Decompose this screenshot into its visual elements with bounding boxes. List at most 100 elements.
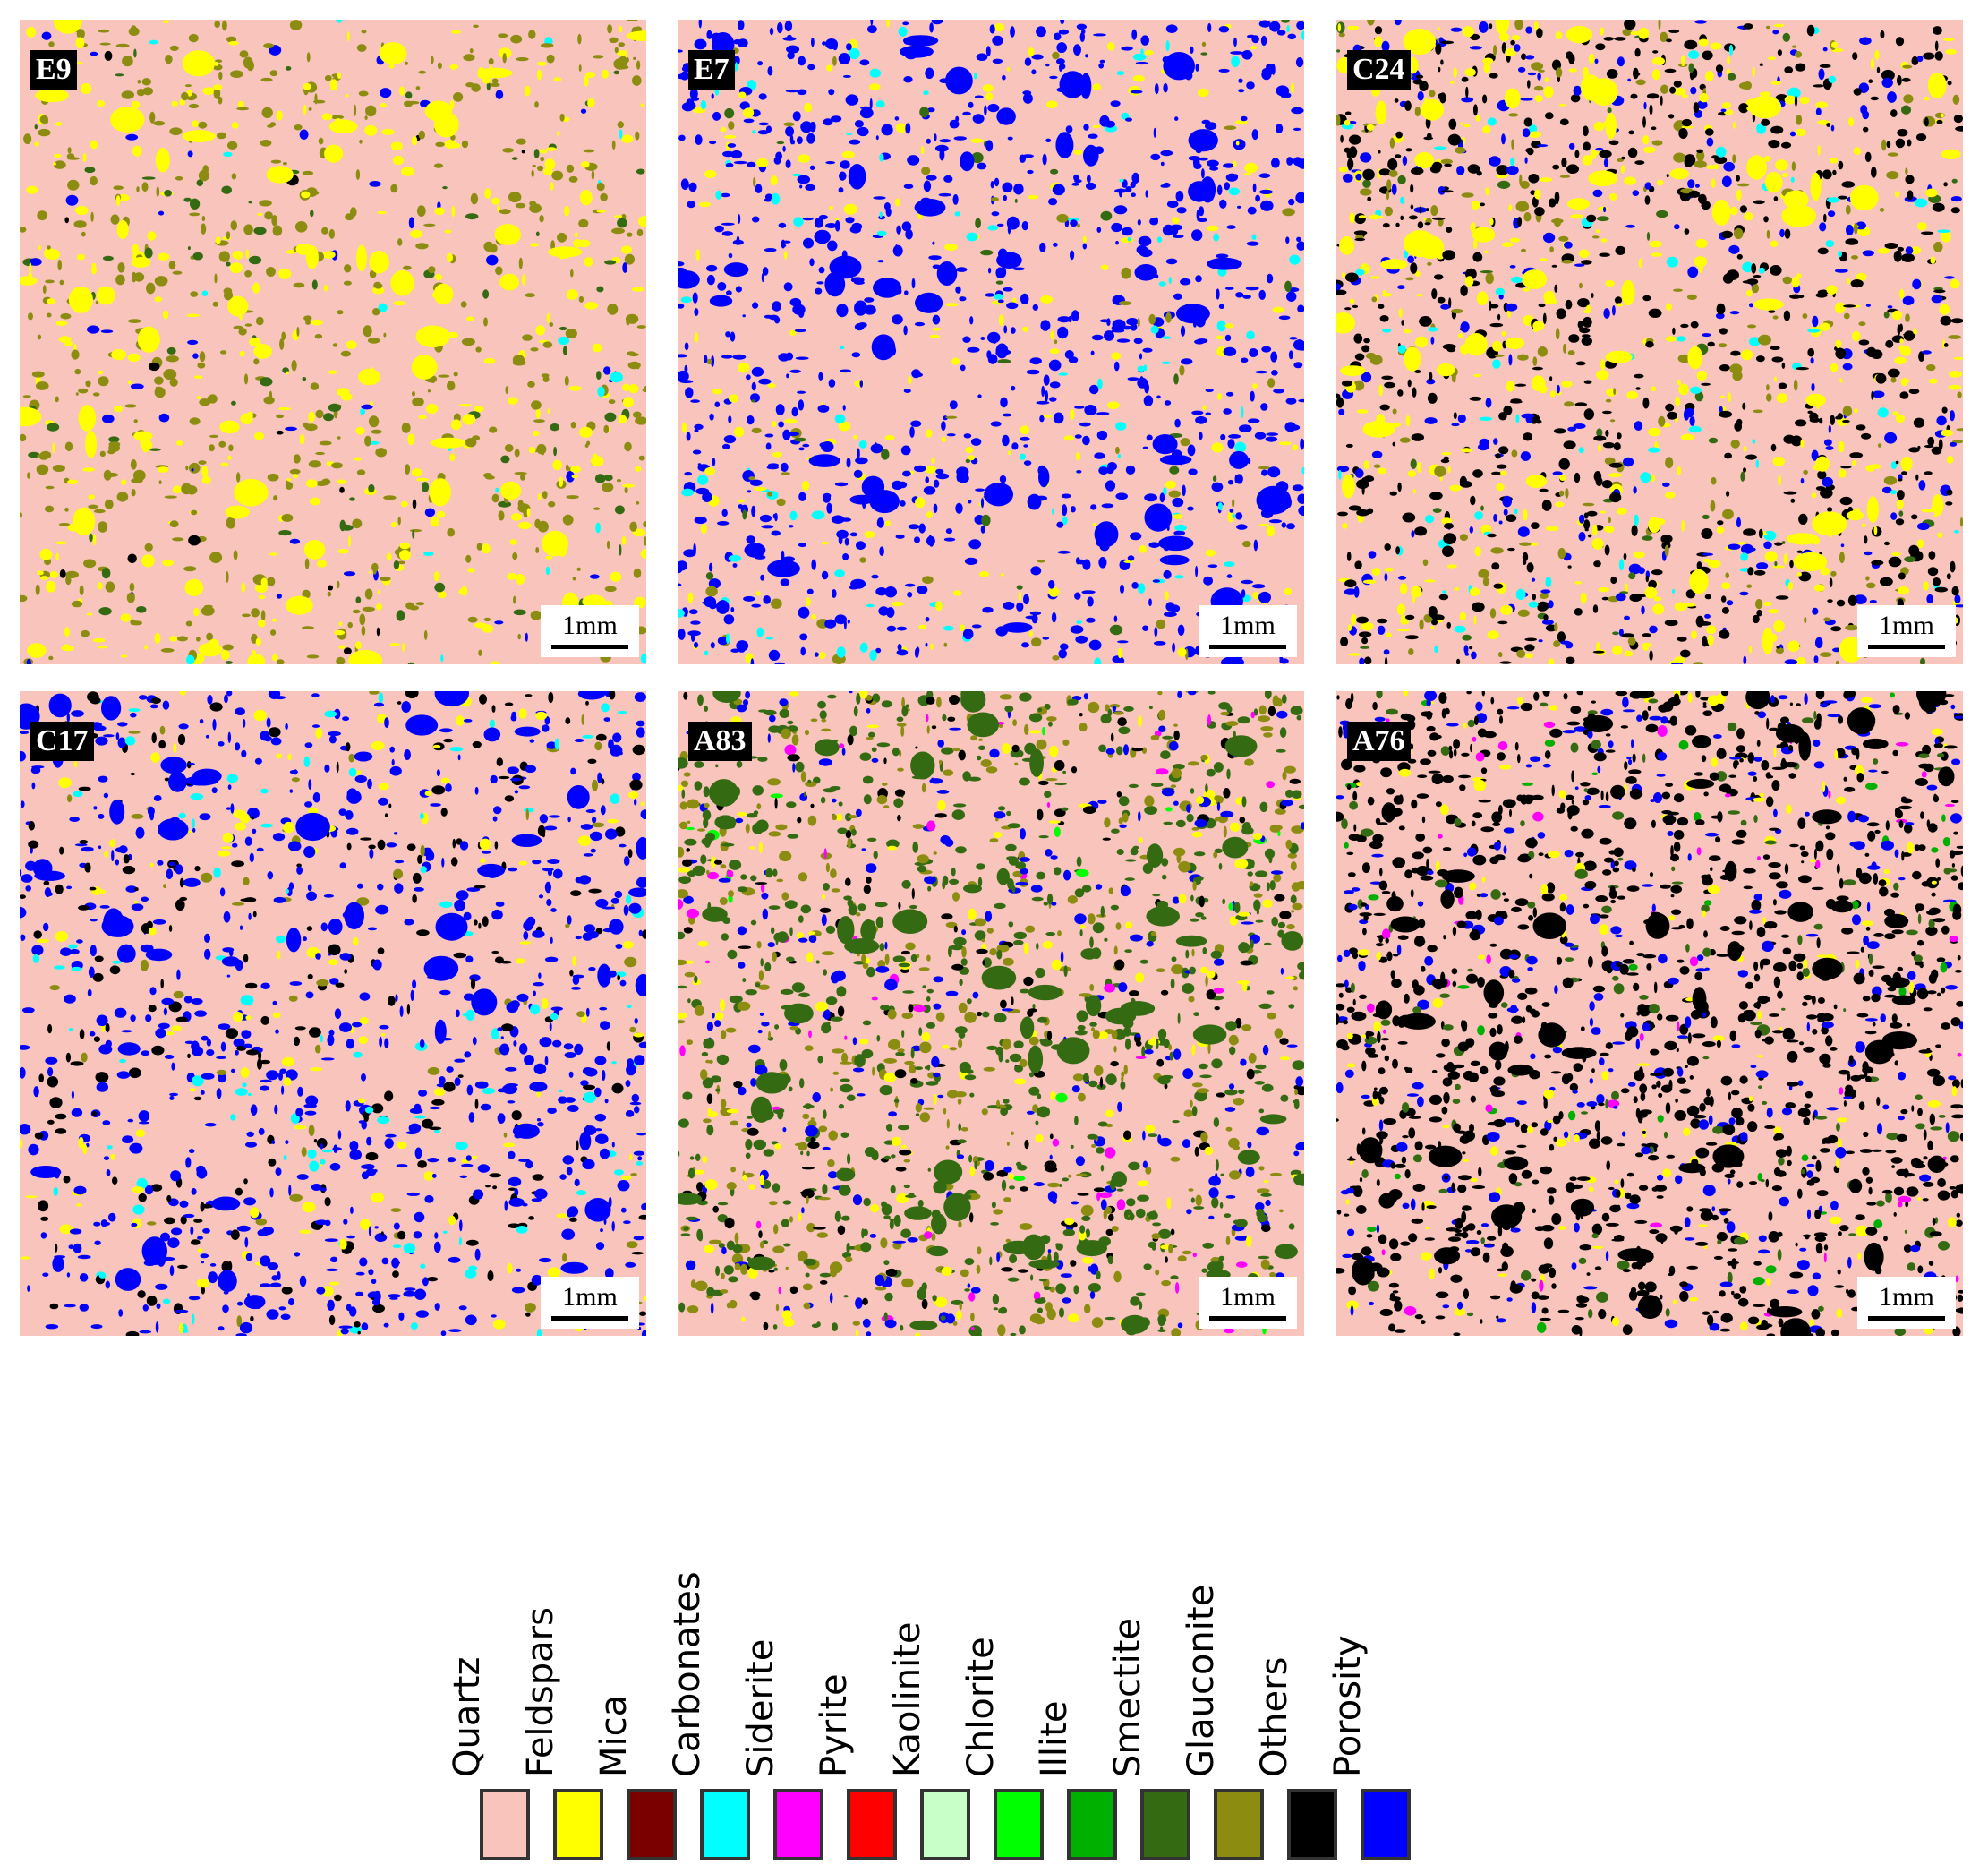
mineral-grain bbox=[1143, 395, 1154, 406]
mineral-grain bbox=[710, 642, 715, 649]
mineral-grain bbox=[845, 94, 859, 106]
mineral-grain bbox=[694, 429, 699, 432]
mineral-grain bbox=[1140, 35, 1149, 46]
mineral-grain bbox=[1443, 523, 1455, 529]
mineral-grain bbox=[1900, 346, 1912, 356]
mineral-grain bbox=[1676, 336, 1686, 342]
mineral-grain bbox=[738, 648, 746, 653]
mineral-grain bbox=[1489, 304, 1499, 309]
mineral-grain bbox=[1817, 470, 1827, 480]
mineral-grain bbox=[1358, 631, 1372, 637]
mineral-grain bbox=[130, 383, 144, 389]
mineral-grain bbox=[508, 1150, 516, 1159]
mineral-grain bbox=[1354, 237, 1366, 242]
mineral-grain bbox=[549, 322, 554, 327]
mineral-grain bbox=[278, 407, 292, 411]
mineral-grain bbox=[401, 701, 412, 713]
mineral-grain bbox=[1465, 86, 1469, 98]
mineral-grain bbox=[55, 122, 63, 126]
mineral-grain bbox=[1068, 356, 1079, 363]
mineral-grain bbox=[518, 257, 523, 269]
mineral-grain bbox=[1621, 633, 1634, 638]
mineral-grain bbox=[38, 128, 51, 137]
mineral-grain bbox=[1503, 509, 1508, 516]
mineral-grain bbox=[1501, 242, 1514, 247]
mineral-grain bbox=[1083, 144, 1099, 167]
mineral-grain bbox=[1898, 288, 1905, 299]
mineral-grain bbox=[166, 868, 174, 879]
mineral-grain bbox=[1885, 339, 1894, 348]
mineral-grain bbox=[1815, 292, 1828, 298]
mineral-grain bbox=[507, 766, 519, 774]
mineral-grain bbox=[1616, 432, 1622, 440]
mineral-grain bbox=[1461, 97, 1474, 103]
mineral-grain bbox=[1820, 652, 1832, 657]
mineral-grain bbox=[1902, 64, 1913, 69]
mineral-grain bbox=[1897, 246, 1904, 252]
mineral-grain bbox=[1244, 162, 1258, 174]
mineral-grain bbox=[548, 691, 554, 704]
mineral-grain bbox=[1751, 263, 1757, 274]
mineral-grain bbox=[879, 546, 884, 556]
mineral-grain bbox=[1580, 592, 1587, 604]
mineral-grain bbox=[1111, 222, 1122, 233]
mineral-grain bbox=[122, 56, 133, 67]
mineral-grain bbox=[63, 1176, 71, 1184]
mineral-grain bbox=[1615, 245, 1626, 255]
mineral-grain bbox=[47, 312, 52, 318]
mineral-grain bbox=[1736, 253, 1743, 260]
mineral-grain bbox=[264, 211, 273, 220]
mineral-grain bbox=[1381, 375, 1394, 380]
mineral-grain bbox=[853, 469, 863, 478]
mineral-grain bbox=[196, 637, 201, 642]
mineral-grain bbox=[611, 1221, 615, 1232]
mineral-grain bbox=[1664, 544, 1669, 557]
mineral-grain bbox=[1665, 492, 1676, 499]
mineral-grain bbox=[1432, 508, 1442, 513]
mineral-grain bbox=[1362, 168, 1375, 181]
mineral-grain bbox=[1509, 265, 1516, 269]
mineral-grain bbox=[1570, 94, 1581, 103]
mineral-grain bbox=[232, 842, 238, 848]
mineral-grain bbox=[1758, 528, 1763, 539]
mineral-grain bbox=[1770, 346, 1780, 351]
mineral-grain bbox=[299, 434, 305, 445]
mineral-grain bbox=[1856, 424, 1866, 431]
mineral-grain bbox=[519, 941, 532, 945]
mineral-grain bbox=[1841, 181, 1856, 188]
mineral-grain bbox=[706, 30, 712, 39]
mineral-grain bbox=[836, 646, 846, 658]
mineral-grain bbox=[1514, 44, 1521, 52]
mineral-grain bbox=[857, 126, 869, 137]
mineral-grain bbox=[461, 1163, 474, 1167]
mineral-grain bbox=[846, 133, 853, 135]
mineral-grain bbox=[526, 508, 531, 517]
mineral-grain bbox=[380, 576, 391, 582]
mineral-grain bbox=[1052, 51, 1060, 60]
mineral-grain bbox=[1634, 47, 1641, 57]
mineral-grain bbox=[1642, 397, 1650, 409]
mineral-grain bbox=[1724, 109, 1734, 115]
mineral-grain bbox=[1706, 625, 1717, 635]
mineral-grain bbox=[426, 404, 439, 414]
mineral-grain bbox=[299, 1229, 311, 1235]
mineral-grain bbox=[1373, 464, 1381, 468]
mineral-grain bbox=[834, 614, 847, 625]
mineral-grain bbox=[187, 150, 193, 158]
mineral-grain bbox=[726, 290, 732, 295]
mineral-grain bbox=[171, 1025, 182, 1031]
mineral-grain bbox=[1144, 503, 1173, 532]
mineral-grain bbox=[175, 899, 185, 911]
mineral-grain bbox=[832, 589, 837, 598]
mineral-grain bbox=[230, 1068, 235, 1073]
mineral-grain bbox=[243, 954, 249, 963]
mineral-grain bbox=[1705, 71, 1714, 81]
mineral-grain bbox=[1870, 96, 1879, 101]
mineral-grain bbox=[717, 521, 730, 526]
mineral-grain bbox=[435, 273, 442, 281]
mineral-grain bbox=[613, 70, 619, 75]
mineral-grain bbox=[1891, 310, 1902, 321]
mineral-grain bbox=[735, 286, 742, 293]
mineral-grain bbox=[191, 509, 198, 516]
mineral-grain bbox=[704, 650, 709, 656]
